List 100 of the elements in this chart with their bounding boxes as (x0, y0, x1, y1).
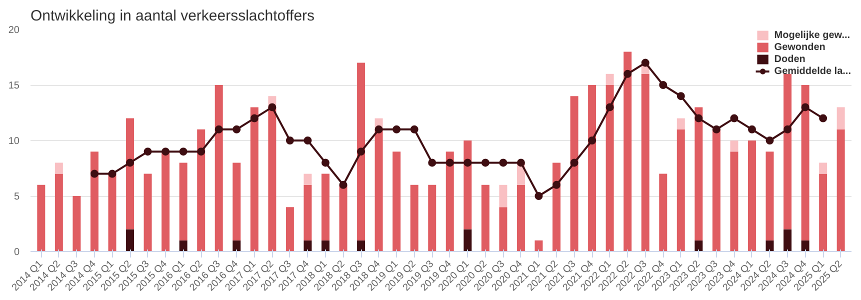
point (321, 158, 330, 167)
y-tick-label: 10 (8, 136, 20, 147)
bar (516, 184, 525, 252)
bar (766, 240, 774, 252)
point (90, 170, 98, 178)
bar (464, 140, 472, 230)
bar (54, 174, 63, 252)
bar (641, 74, 650, 252)
point (374, 125, 383, 134)
bar (321, 240, 330, 252)
point (516, 158, 525, 167)
point (534, 192, 543, 200)
point (410, 125, 418, 134)
point (499, 158, 508, 167)
point (624, 70, 632, 78)
point (481, 158, 490, 167)
point (801, 103, 810, 112)
legend-label: Gemiddelde la... (774, 65, 851, 77)
bar (339, 184, 348, 252)
point (250, 114, 258, 122)
bar (801, 85, 810, 240)
bar (144, 174, 152, 252)
bar (464, 229, 472, 252)
bar (712, 129, 720, 252)
bar (37, 184, 46, 252)
bar (410, 184, 418, 252)
bar (801, 240, 810, 252)
bar (446, 152, 454, 252)
bar (836, 107, 845, 130)
point (339, 180, 348, 189)
bar (321, 174, 330, 240)
bar (481, 184, 490, 252)
bar (286, 207, 294, 252)
point (126, 158, 134, 167)
point (197, 148, 206, 156)
bar (606, 85, 614, 252)
point (606, 103, 614, 112)
bar (766, 152, 774, 240)
bar (748, 140, 756, 252)
bar (126, 229, 134, 252)
bar (624, 52, 632, 252)
legend-label: Gewonden (774, 41, 826, 53)
y-tick-label: 20 (8, 25, 20, 36)
bar (304, 240, 312, 252)
bar (819, 174, 828, 252)
bar (304, 184, 312, 240)
bar (730, 140, 738, 152)
bar (214, 85, 223, 252)
bar (357, 62, 366, 240)
point (588, 136, 596, 144)
bar (392, 152, 401, 252)
bar (694, 240, 703, 252)
bar (428, 184, 436, 252)
legend-label: Doden (774, 53, 806, 65)
point (446, 158, 454, 167)
point (144, 148, 152, 156)
bar (836, 129, 845, 252)
bar (694, 107, 703, 240)
bar (268, 107, 276, 252)
chart-title: Ontwikkeling in aantal verkeersslachtoffers (30, 8, 315, 24)
y-tick-label: 5 (14, 192, 20, 202)
point (819, 114, 828, 122)
point (694, 114, 703, 122)
point (641, 58, 650, 67)
bar (357, 240, 366, 252)
point (304, 136, 312, 144)
bar (72, 196, 81, 252)
bar (819, 162, 828, 174)
point (712, 125, 720, 134)
bar (90, 152, 98, 252)
bar (232, 162, 241, 240)
point (766, 136, 774, 144)
point (162, 148, 170, 156)
point (676, 92, 685, 100)
bar (676, 118, 685, 130)
point (214, 125, 223, 134)
point (552, 180, 561, 189)
bar (570, 96, 578, 252)
bar (606, 74, 614, 85)
bar (552, 162, 561, 252)
point (357, 148, 366, 156)
bar (232, 240, 241, 252)
bar (126, 118, 134, 230)
bar (374, 129, 383, 252)
point (179, 148, 188, 156)
bar (784, 74, 792, 230)
legend-label: Mogelijke gew... (774, 29, 850, 41)
point (232, 125, 241, 134)
bar (250, 107, 258, 252)
point (392, 125, 401, 134)
bar (108, 174, 116, 252)
bar (179, 162, 188, 240)
bar (499, 207, 508, 252)
bar (54, 162, 63, 174)
bar (162, 152, 170, 252)
bar (659, 174, 668, 252)
point (748, 125, 756, 134)
point (428, 158, 436, 167)
y-tick-label: 0 (14, 247, 20, 258)
point (464, 158, 472, 167)
